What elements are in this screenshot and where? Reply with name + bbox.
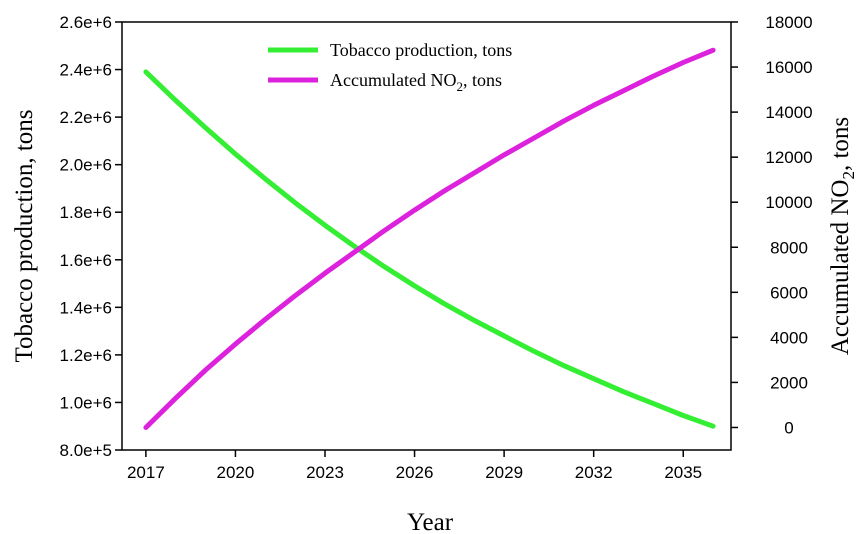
y-left-tick-label: 2.6e+6 <box>60 13 112 32</box>
plot-frame <box>121 21 732 451</box>
y-right-tick-label: 10000 <box>765 193 812 212</box>
y-left-axis-ticks: 8.0e+5 1.0e+6 1.2e+6 1.4e+6 1.6e+6 1.8e+6 2.0e… <box>60 13 122 460</box>
legend-label-tobacco: Tobacco production, tons <box>330 40 512 60</box>
y-left-tick-label: 1.8e+6 <box>60 203 112 222</box>
y-left-tick-label: 1.2e+6 <box>60 346 112 365</box>
y-left-tick-label: 2.4e+6 <box>60 61 112 80</box>
y-left-axis-title: Tobacco production, tons <box>11 109 38 362</box>
y-left-tick-label: 2.0e+6 <box>60 156 112 175</box>
series-line-tobacco <box>143 69 716 429</box>
legend-label-no2: Accumulated NO2, tons <box>330 70 502 94</box>
x-tick-label: 2032 <box>575 463 613 482</box>
y-right-tick-label: 18000 <box>765 13 812 32</box>
series-lines <box>143 47 716 430</box>
y-left-tick-label: 2.2e+6 <box>60 108 112 127</box>
y-left-tick-label: 1.6e+6 <box>60 251 112 270</box>
y-right-tick-label: 2000 <box>770 373 808 392</box>
x-axis-ticks: 2017 2020 2023 2026 2029 2032 2035 <box>127 450 702 482</box>
y-right-tick-label: 16000 <box>765 58 812 77</box>
y-right-axis-title: Accumulated NO2, tons <box>827 117 858 355</box>
y-right-tick-label: 12000 <box>765 148 812 167</box>
y-right-tick-label: 14000 <box>765 103 812 122</box>
y-left-tick-label: 8.0e+5 <box>60 441 112 460</box>
y-right-tick-label: 6000 <box>770 283 808 302</box>
x-tick-label: 2029 <box>485 463 523 482</box>
y-right-axis-ticks: 0 2000 4000 6000 8000 10000 12000 14000 16000 180… <box>731 13 813 437</box>
y-right-tick-label: 4000 <box>770 328 808 347</box>
x-tick-label: 2035 <box>664 463 702 482</box>
legend: Tobacco production, tons Accumulated NO2… <box>268 40 512 94</box>
y-right-tick-label: 0 <box>784 418 793 437</box>
x-tick-label: 2017 <box>127 463 165 482</box>
x-tick-label: 2020 <box>217 463 255 482</box>
y-right-tick-label: 8000 <box>770 238 808 257</box>
x-tick-label: 2026 <box>396 463 434 482</box>
y-right-axis-title-subscript: 2 <box>839 171 858 180</box>
y-left-tick-label: 1.4e+6 <box>60 298 112 317</box>
y-left-tick-label: 1.0e+6 <box>60 393 112 412</box>
x-tick-label: 2023 <box>306 463 344 482</box>
legend-label-no2-subscript: 2 <box>456 79 463 94</box>
series-line-no2 <box>143 47 716 430</box>
x-axis-title: Year <box>407 509 454 534</box>
